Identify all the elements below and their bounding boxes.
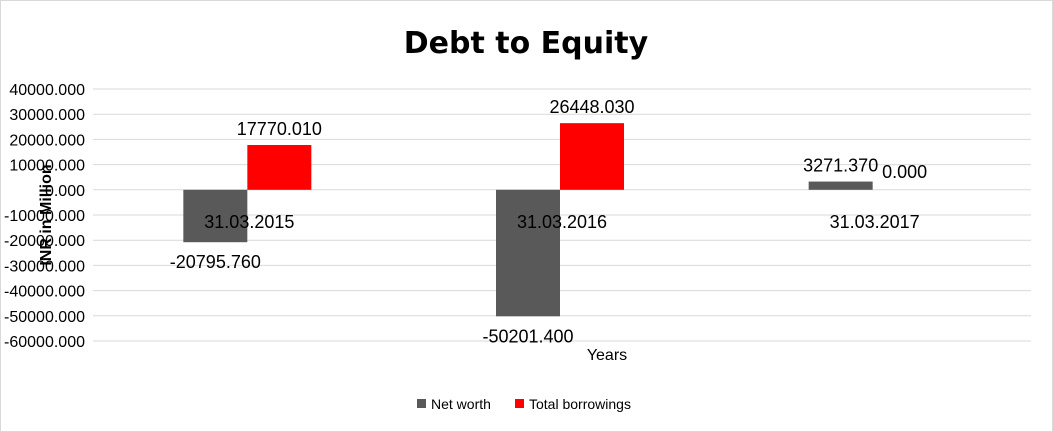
y-tick-label: 0.000 [45, 183, 85, 200]
y-axis-label: INR in Million [38, 164, 55, 265]
y-tick-label: 10000.000 [9, 158, 85, 175]
bar-net-worth [808, 181, 873, 190]
y-tick-label: -40000.000 [4, 284, 85, 301]
y-tick-label: 40000.000 [9, 82, 85, 99]
legend-entry: Net worth [431, 396, 491, 412]
bar-net-worth [496, 189, 560, 317]
data-label: 3271.370 [803, 156, 878, 176]
legend-entry: Total borrowings [529, 396, 631, 412]
gridlines [93, 88, 1031, 342]
bars [183, 123, 873, 317]
y-tick-label: 20000.000 [9, 132, 85, 149]
category-label: 31.03.2015 [204, 212, 294, 232]
y-tick-label: -10000.000 [4, 208, 85, 225]
data-label: 0.000 [882, 162, 927, 182]
data-label: -20795.760 [170, 252, 261, 272]
data-label: 26448.030 [549, 97, 634, 117]
data-labels: -20795.760 17770.010 -50201.400 26448.030 32… [170, 97, 927, 346]
legend-swatch [515, 399, 524, 408]
category-labels: 31.03.2015 31.03.2016 31.03.2017 [204, 212, 919, 232]
data-label: -50201.400 [482, 326, 573, 346]
bar-total-borrowings [247, 145, 312, 190]
category-label: 31.03.2017 [830, 212, 920, 232]
y-tick-label: -20000.000 [4, 233, 85, 250]
data-label: 17770.010 [237, 119, 322, 139]
legend: Net worth Total borrowings [417, 396, 631, 412]
y-tick-label: -50000.000 [4, 309, 85, 326]
y-tick-label: 30000.000 [9, 107, 85, 124]
bar-total-borrowings [560, 123, 624, 190]
chart-title: Debt to Equity [404, 26, 649, 61]
category-label: 31.03.2016 [517, 212, 607, 232]
bar-net-worth [183, 189, 248, 243]
y-tick-label: -60000.000 [4, 334, 85, 351]
y-tick-label: -30000.000 [4, 258, 85, 275]
y-axis-ticks: 40000.000 30000.000 20000.000 10000.000 0.00… [4, 82, 85, 351]
legend-swatch [417, 399, 426, 408]
x-axis-label: Years [587, 347, 627, 364]
